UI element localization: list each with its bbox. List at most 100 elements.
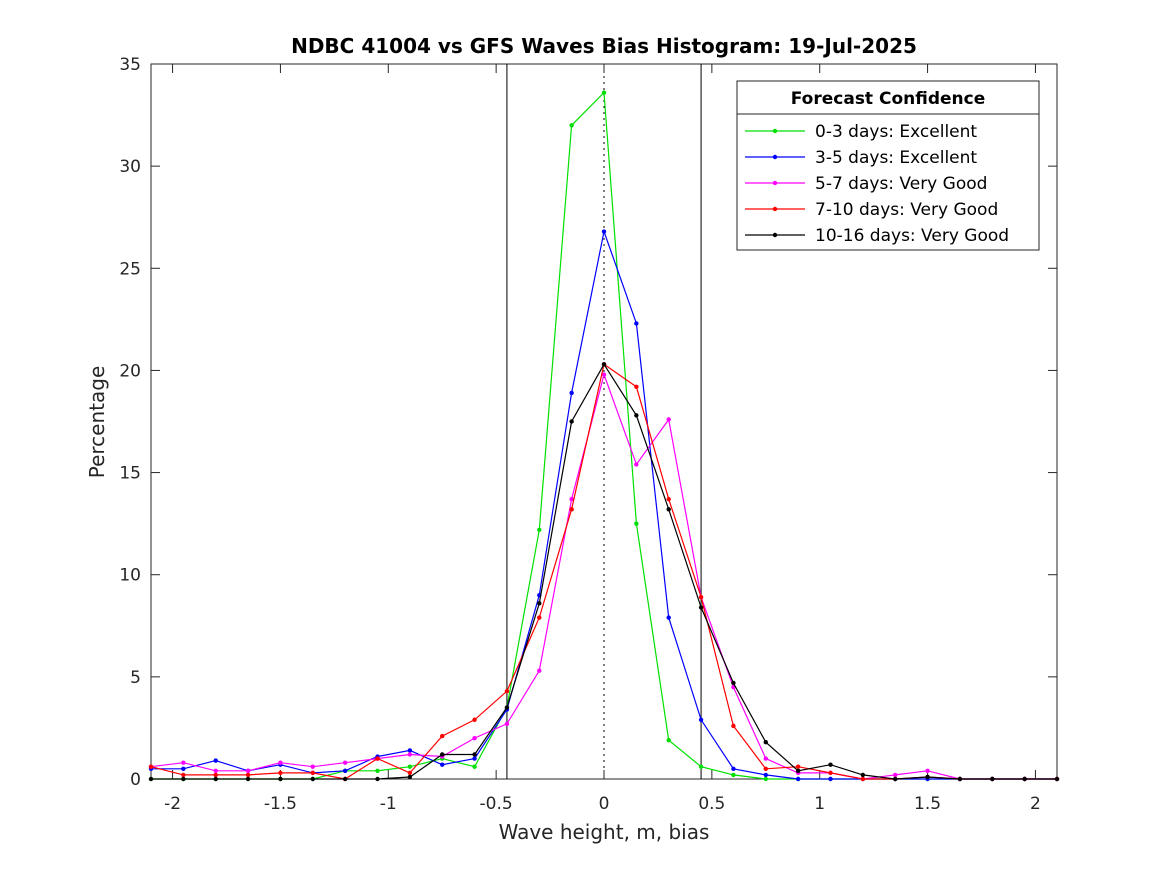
data-point	[407, 770, 413, 776]
y-tick-label: 10	[119, 566, 141, 586]
x-tick-label: -1	[380, 794, 397, 814]
x-tick-label: -2	[164, 794, 181, 814]
data-point	[828, 762, 833, 767]
data-point	[407, 764, 413, 769]
legend-swatch-marker	[772, 154, 778, 160]
data-point	[666, 615, 671, 620]
data-point	[1022, 776, 1027, 782]
x-tick-label: 0.5	[698, 794, 725, 814]
data-point	[537, 668, 542, 673]
data-point	[731, 766, 736, 771]
legend-item-label: 10-16 days: Very Good	[815, 226, 1009, 246]
data-point	[731, 772, 736, 778]
data-point	[407, 774, 413, 780]
data-point	[181, 760, 186, 765]
data-point	[666, 737, 671, 743]
data-point	[795, 776, 801, 782]
data-point	[698, 605, 704, 610]
data-point	[698, 764, 704, 769]
data-point	[763, 740, 768, 745]
data-point	[763, 766, 768, 771]
data-point	[601, 90, 607, 95]
data-point	[634, 321, 639, 326]
data-point	[213, 776, 218, 782]
data-point	[440, 762, 445, 767]
data-point	[440, 752, 445, 757]
data-point	[504, 688, 510, 694]
data-point	[634, 462, 639, 467]
data-point	[181, 766, 186, 771]
data-point	[310, 776, 315, 782]
data-point	[601, 372, 607, 377]
data-point	[213, 758, 218, 763]
y-tick-label: 5	[130, 668, 141, 688]
y-tick-label: 0	[130, 770, 141, 790]
data-point	[860, 776, 866, 782]
data-point	[472, 764, 477, 769]
data-point	[569, 419, 574, 424]
data-point	[860, 772, 866, 778]
data-point	[1054, 776, 1060, 782]
data-point	[634, 521, 639, 526]
x-tick-label: -0.5	[480, 794, 513, 814]
x-tick-label: 0	[599, 794, 610, 814]
data-point	[148, 764, 154, 769]
data-point	[731, 680, 736, 686]
y-tick-label: 20	[119, 361, 141, 381]
data-point	[925, 774, 930, 780]
legend-item-label: 0-3 days: Excellent	[815, 122, 977, 142]
data-point	[925, 768, 930, 774]
legend-swatch-marker	[772, 180, 778, 186]
data-point	[181, 776, 186, 782]
data-point	[795, 768, 801, 774]
data-point	[893, 776, 898, 782]
data-point	[634, 384, 639, 389]
x-tick-label: 1	[814, 794, 825, 814]
legend-swatch-marker	[772, 128, 778, 134]
data-point	[828, 770, 833, 776]
legend-box	[736, 80, 1040, 251]
legend-title: Forecast Confidence	[791, 89, 986, 109]
data-point	[569, 123, 574, 128]
data-point	[407, 748, 413, 753]
data-point	[245, 768, 251, 774]
y-tick-label: 30	[119, 157, 141, 177]
data-point	[763, 756, 768, 761]
data-point	[342, 760, 348, 765]
legend-item-label: 5-7 days: Very Good	[815, 174, 987, 194]
data-point	[957, 776, 963, 782]
data-point	[731, 723, 736, 729]
legend-swatch-marker	[772, 206, 778, 212]
data-point	[763, 776, 768, 782]
data-point	[472, 752, 477, 757]
data-point	[213, 768, 218, 774]
data-point	[278, 770, 283, 776]
data-point	[278, 760, 283, 765]
x-tick-label: 1.5	[914, 794, 941, 814]
data-point	[245, 776, 251, 782]
data-point	[537, 615, 542, 620]
data-point	[666, 417, 671, 422]
data-point	[472, 735, 477, 741]
y-tick-label: 25	[119, 259, 141, 279]
x-tick-label: 2	[1030, 794, 1041, 814]
data-point	[666, 507, 671, 512]
legend-item-label: 3-5 days: Excellent	[815, 148, 977, 168]
legend-item-label: 7-10 days: Very Good	[815, 200, 998, 220]
data-point	[148, 776, 154, 782]
data-point	[342, 768, 348, 774]
data-point	[213, 772, 218, 778]
chart-title: NDBC 41004 vs GFS Waves Bias Histogram: …	[291, 34, 917, 58]
y-tick-label: 15	[119, 464, 141, 484]
data-point	[601, 229, 607, 234]
data-point	[795, 764, 801, 769]
data-point	[342, 776, 348, 782]
data-point	[278, 776, 283, 782]
data-point	[504, 721, 510, 727]
y-axis-title: Percentage	[85, 366, 109, 479]
x-axis-title: Wave height, m, bias	[499, 820, 710, 844]
data-point	[407, 752, 413, 757]
data-point	[601, 362, 607, 367]
data-point	[666, 496, 671, 502]
